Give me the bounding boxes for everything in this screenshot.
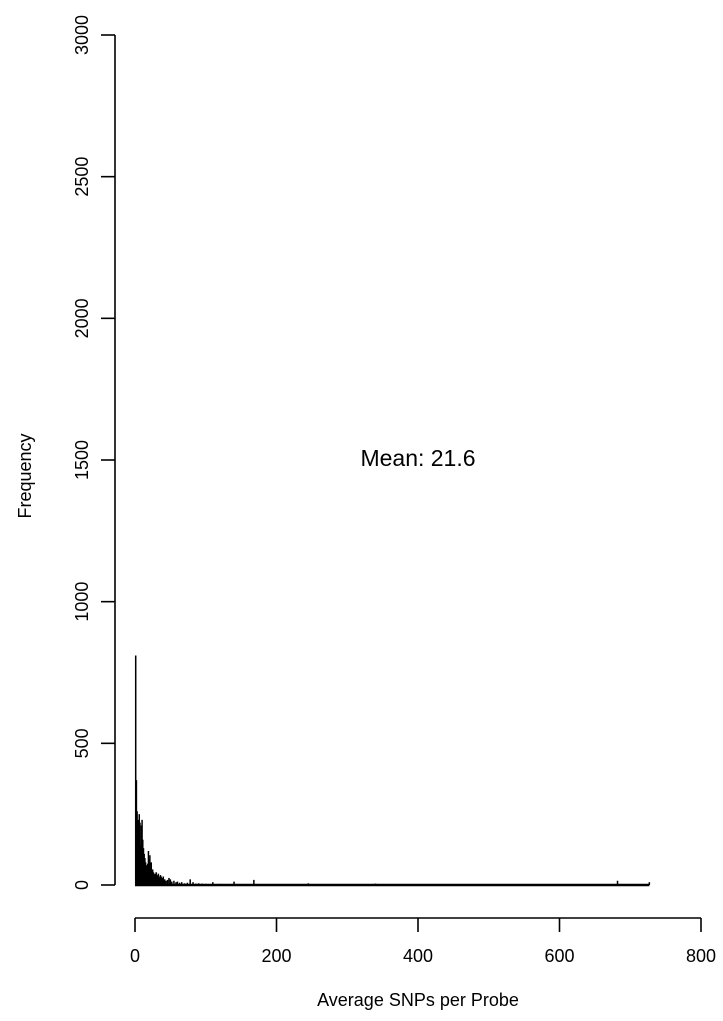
y-tick-label: 2500 <box>72 157 92 197</box>
y-axis-title: Frequency <box>15 433 35 518</box>
y-tick-label: 500 <box>72 728 92 758</box>
x-tick-label: 200 <box>261 946 291 966</box>
y-tick-label: 3000 <box>72 15 92 55</box>
x-axis: 0 200 400 600 800 <box>130 917 716 966</box>
x-tick-label: 600 <box>544 946 574 966</box>
y-axis: 0 500 1000 1500 2000 2500 3000 <box>72 15 116 890</box>
x-tick-label: 0 <box>130 946 140 966</box>
y-tick-label: 2000 <box>72 298 92 338</box>
x-tick-label: 800 <box>686 946 716 966</box>
y-tick-label: 1500 <box>72 440 92 480</box>
bars <box>134 655 651 887</box>
x-axis-title: Average SNPs per Probe <box>317 990 519 1010</box>
x-tick-label: 400 <box>403 946 433 966</box>
y-tick-label: 0 <box>72 880 92 890</box>
y-tick-label: 1000 <box>72 582 92 622</box>
mean-annotation: Mean: 21.6 <box>360 445 475 471</box>
